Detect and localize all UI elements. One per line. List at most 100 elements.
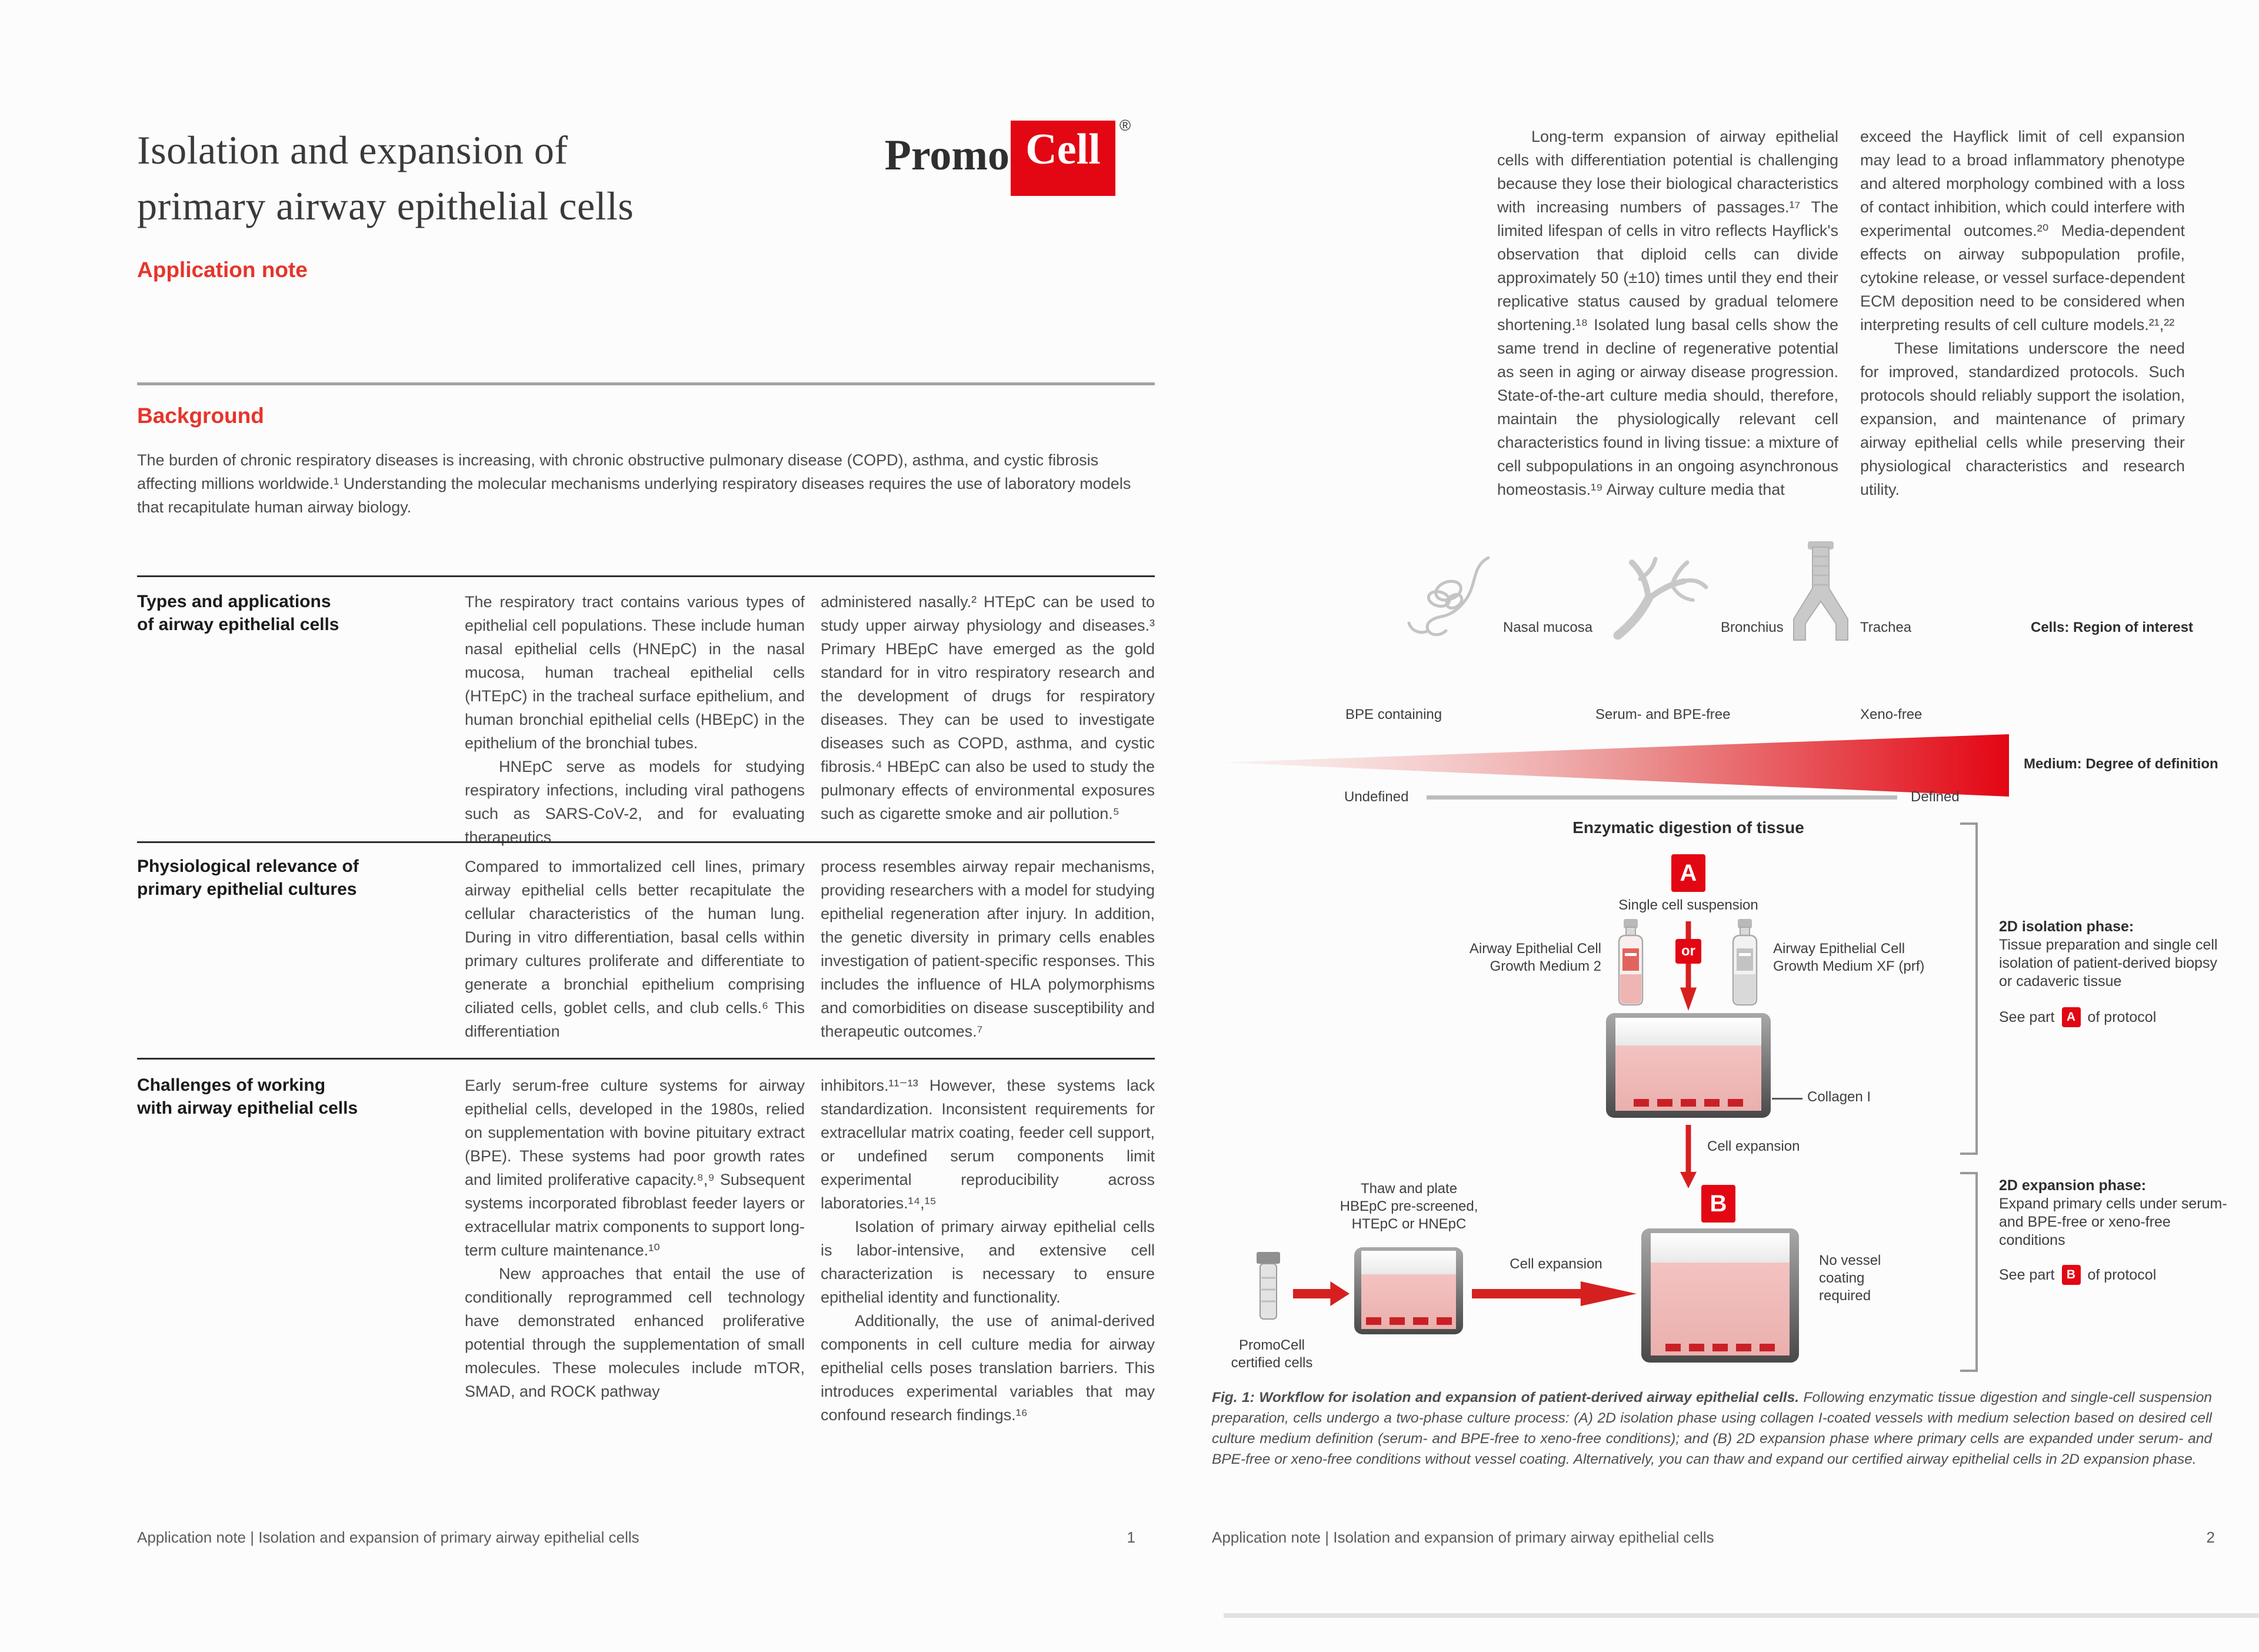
thaw-line2: HBEpC pre-screened, [1340, 1198, 1478, 1214]
page-number: 1 [1127, 1528, 1135, 1546]
section-challenges: Challenges of working with airway epithe… [137, 1058, 1155, 1424]
page2-column-2: exceed the Hayflick limit of cell expans… [1860, 125, 2185, 501]
vessel-headspace [1615, 1018, 1761, 1046]
thaw-line1: Thaw and plate [1360, 1181, 1458, 1197]
logo-promo-text: Promo [884, 131, 1009, 179]
figure-caption-body: Following enzymatic tissue digestion and… [1212, 1390, 2212, 1467]
definition-axis-line [1427, 795, 1897, 800]
nasal-mucosa-icon [1407, 556, 1490, 637]
figure-caption-title: Fig. 1: Workflow for isolation and expan… [1212, 1390, 1800, 1405]
medium-left-line2: Growth Medium 2 [1490, 958, 1601, 974]
phase-a-badge: A [1671, 854, 1705, 892]
no-coating-line1: No vessel [1819, 1253, 1881, 1268]
section-column-2: process resembles airway repair mechanis… [821, 855, 1155, 1043]
logo-cell-text: Cell [1025, 125, 1101, 174]
or-badge: or [1675, 939, 1701, 964]
of-protocol-text: of protocol [2087, 1266, 2157, 1283]
paragraph: inhibitors.¹¹⁻¹³ However, these systems … [821, 1077, 1155, 1212]
no-coating-line3: required [1819, 1288, 1871, 1304]
page-title: Isolation and expansion of primary airwa… [137, 122, 902, 234]
paragraph: Early serum-free culture systems for air… [465, 1077, 805, 1259]
expanded-cells [1651, 1344, 1790, 1351]
paragraph: process resembles airway repair mechanis… [821, 858, 1155, 1040]
vessel-to-phase-b-arrow [1680, 1125, 1697, 1188]
logo-cell-box: Cell [1011, 121, 1115, 196]
vessel-medium [1361, 1274, 1456, 1329]
side-a-see-part: See part A of protocol [1999, 1007, 2234, 1027]
section-heading-line1: Physiological relevance of [137, 857, 359, 876]
section-column-2: administered nasally.² HTEpC can be used… [821, 590, 1155, 825]
collagen-pointer-line [1772, 1098, 1802, 1100]
medium-label-bpe: BPE containing [1345, 707, 1442, 722]
growth-medium-xf-bottle-icon [1732, 919, 1758, 1006]
collagen-coating-cells [1615, 1099, 1761, 1107]
axis-label-undefined: Undefined [1344, 789, 1409, 805]
section-heading-line1: Types and applications [137, 592, 331, 611]
vessel-headspace [1361, 1251, 1456, 1274]
plated-cells [1361, 1317, 1456, 1325]
page-title-line1: Isolation and expansion of [137, 128, 568, 172]
region-label-nasal: Nasal mucosa [1503, 620, 1593, 635]
side-b-see-part: See part B of protocol [1999, 1265, 2234, 1285]
phase-a-bracket [1960, 822, 1978, 1155]
medium-caption: Medium: Degree of definition [2024, 756, 2218, 772]
medium-right-label: Airway Epithelial Cell Growth Medium XF … [1773, 940, 1967, 975]
medium-right-line1: Airway Epithelial Cell [1773, 941, 1905, 957]
paragraph: New approaches that entail the use of co… [465, 1265, 805, 1400]
isolation-vessel [1606, 1013, 1771, 1118]
of-protocol-text: of protocol [2087, 1008, 2157, 1025]
paragraph: Compared to immortalized cell lines, pri… [465, 858, 805, 1040]
page-title-line2: primary airway epithelial cells [137, 184, 634, 228]
vessel-medium [1651, 1262, 1790, 1355]
page-edge-strip [1224, 1613, 2259, 1618]
paragraph: The respiratory tract contains various t… [465, 593, 805, 752]
vessel-headspace [1651, 1233, 1790, 1263]
no-coating-line2: coating [1819, 1270, 1865, 1286]
no-coating-label: No vessel coating required [1819, 1252, 1881, 1305]
background-paragraph: The burden of chronic respiratory diseas… [137, 451, 1131, 516]
section-heading: Types and applications of airway epithel… [137, 590, 431, 636]
header-divider [137, 382, 1155, 385]
medium-right-line2: Growth Medium XF (prf) [1773, 958, 1925, 974]
footer-page1: Application note | Isolation and expansi… [137, 1528, 1135, 1547]
side-a-title: 2D isolation phase: [1999, 918, 2134, 935]
certified-line2: certified cells [1231, 1355, 1313, 1371]
section-heading: Physiological relevance of primary epith… [137, 855, 431, 901]
cell-expansion-label-b: Cell expansion [1510, 1256, 1602, 1272]
definition-gradient-wedge [1224, 734, 2009, 797]
medium-label-serum-bpe-free: Serum- and BPE-free [1595, 707, 1731, 722]
cell-expansion-label-a: Cell expansion [1707, 1138, 1800, 1154]
medium-label-xeno-free: Xeno-free [1860, 707, 1923, 722]
single-cell-suspension-label: Single cell suspension [1618, 897, 1758, 913]
region-label-bronchus: Bronchius [1721, 620, 1784, 635]
doc-type-label: Application note [137, 258, 308, 282]
footer-page2: Application note | Isolation and expansi… [1212, 1528, 2215, 1547]
see-part-text: See part [1999, 1266, 2055, 1283]
vial-to-vessel-arrow [1293, 1281, 1350, 1306]
region-label-trachea: Trachea [1860, 620, 1912, 635]
paragraph: exceed the Hayflick limit of cell expans… [1860, 128, 2185, 334]
thaw-line3: HTEpC or HNEpC [1351, 1216, 1467, 1232]
expansion-vessel [1641, 1228, 1799, 1363]
regions-caption: Cells: Region of interest [2031, 620, 2194, 635]
paragraph: HNEpC serve as models for studying respi… [465, 758, 805, 846]
phase-b-badge: B [1701, 1185, 1735, 1223]
see-part-text: See part [1999, 1008, 2055, 1025]
growth-medium-2-bottle-icon [1618, 919, 1644, 1006]
section-column-1: Compared to immortalized cell lines, pri… [465, 855, 805, 1043]
section-heading: Challenges of working with airway epithe… [137, 1074, 431, 1120]
paragraph: Long-term expansion of airway epithelial… [1497, 128, 1838, 498]
medium-left-line1: Airway Epithelial Cell [1469, 941, 1601, 957]
section-heading-line2: with airway epithelial cells [137, 1098, 358, 1118]
footer-text: Application note | Isolation and expansi… [137, 1528, 639, 1546]
paragraph: administered nasally.² HTEpC can be used… [821, 593, 1155, 822]
certified-line1: PromoCell [1238, 1337, 1305, 1353]
phase-b-side-note: 2D expansion phase: Expand primary cells… [1999, 1177, 2234, 1285]
vessel-medium [1615, 1045, 1761, 1111]
bronchus-icon [1613, 557, 1708, 640]
phase-b-bracket [1960, 1172, 1978, 1372]
paragraph: Additionally, the use of animal-derived … [821, 1312, 1155, 1424]
cryovial-icon [1257, 1252, 1280, 1320]
paragraph: These limitations underscore the need fo… [1860, 339, 2185, 498]
